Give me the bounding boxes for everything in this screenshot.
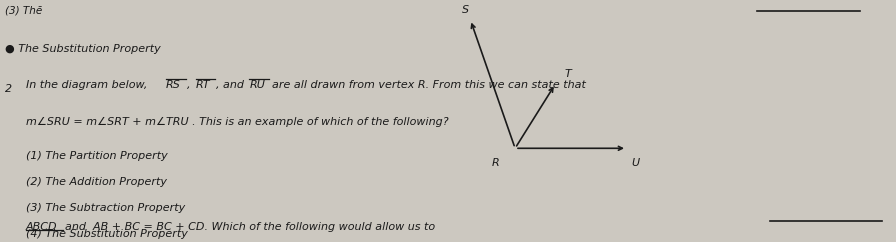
Text: T: T — [564, 69, 571, 79]
Text: (4) The Substitution Property: (4) The Substitution Property — [26, 229, 187, 239]
Text: and  AB + BC = BC + CD. Which of the following would allow us to: and AB + BC = BC + CD. Which of the foll… — [65, 222, 435, 232]
Text: (3) The Subtraction Property: (3) The Subtraction Property — [26, 203, 185, 213]
Text: are all drawn from vertex R. From this we can state that: are all drawn from vertex R. From this w… — [271, 80, 586, 91]
Text: In the diagram below,: In the diagram below, — [26, 80, 147, 91]
Text: R: R — [492, 158, 500, 168]
Text: ABCD: ABCD — [26, 222, 57, 232]
Text: ,: , — [186, 80, 190, 91]
Text: ● The Substitution Property: ● The Substitution Property — [5, 44, 161, 53]
Text: U: U — [632, 158, 640, 168]
Text: S: S — [462, 5, 470, 15]
Text: RT: RT — [195, 80, 211, 91]
Text: RS: RS — [166, 80, 181, 91]
Text: m∠SRU = m∠SRT + m∠TRU . This is an example of which of the following?: m∠SRU = m∠SRT + m∠TRU . This is an examp… — [26, 117, 448, 127]
Text: 2: 2 — [5, 84, 13, 94]
Text: , and: , and — [216, 80, 245, 91]
Text: (3) Thē: (3) Thē — [5, 6, 42, 15]
Text: RU: RU — [249, 80, 265, 91]
Text: (2) The Addition Property: (2) The Addition Property — [26, 177, 167, 187]
Text: (1) The Partition Property: (1) The Partition Property — [26, 151, 168, 161]
